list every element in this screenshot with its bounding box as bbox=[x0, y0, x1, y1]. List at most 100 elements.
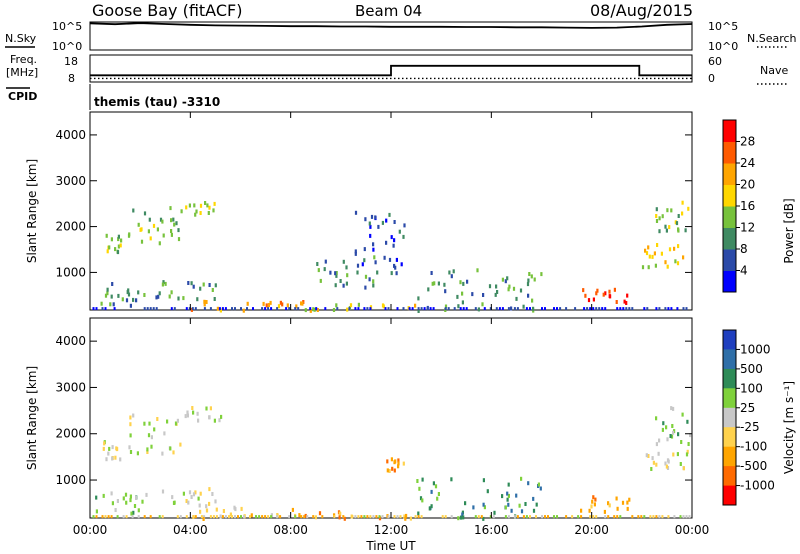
velocity-echo-cell bbox=[172, 450, 175, 455]
power-echo-cell bbox=[507, 307, 510, 311]
power-echo-cell bbox=[193, 203, 196, 208]
power-echo-cell bbox=[319, 278, 322, 283]
power-echo-cell bbox=[623, 299, 626, 304]
velocity-echo-cell bbox=[229, 512, 232, 517]
velocity-echo-cell bbox=[437, 492, 440, 496]
power-echo-cell bbox=[587, 298, 591, 303]
velocity-echo-cell bbox=[461, 512, 464, 517]
velocity-echo-cell bbox=[565, 515, 568, 519]
velocity-echo-cell bbox=[613, 515, 616, 519]
velocity-echo-cell bbox=[477, 515, 480, 519]
velocity-echo-cell bbox=[626, 506, 629, 511]
power-echo-cell bbox=[525, 307, 528, 311]
power-echo-cell bbox=[208, 205, 211, 210]
velocity-echo-cell bbox=[397, 461, 400, 466]
power-echo-cell bbox=[221, 307, 224, 311]
velocity-echo-cell bbox=[672, 406, 675, 411]
velocity-echo-cell bbox=[102, 493, 105, 498]
power-echo-cell bbox=[335, 303, 338, 308]
power-echo-cell bbox=[175, 221, 178, 226]
power-echo-cell bbox=[489, 307, 492, 311]
velocity-echo-cell bbox=[243, 515, 245, 519]
velocity-echo-cell bbox=[504, 515, 507, 519]
power-echo-cell bbox=[152, 223, 156, 228]
velocity-echo-cell bbox=[686, 419, 689, 424]
power-echo-cell bbox=[453, 307, 456, 311]
power-echo-cell bbox=[392, 243, 395, 248]
power-echo-cell bbox=[170, 290, 173, 295]
velocity-echo-cell bbox=[686, 449, 689, 454]
velocity-echo-cell bbox=[105, 457, 108, 462]
power-echo-cell bbox=[140, 227, 143, 232]
power-echo-cell bbox=[203, 299, 206, 304]
velocity-echo-cell bbox=[688, 515, 691, 519]
power-echo-cell bbox=[664, 307, 667, 311]
velocity-echo-cell bbox=[507, 493, 510, 498]
velocity-echo-cell bbox=[616, 515, 619, 519]
power-colorbar-segment bbox=[723, 120, 736, 142]
power-echo-cell bbox=[616, 307, 619, 311]
power-echo-cell bbox=[474, 307, 477, 311]
velocity-echo-cell bbox=[391, 466, 394, 471]
power-echo-cell bbox=[385, 218, 388, 223]
power-echo-cell bbox=[483, 307, 486, 311]
power-echo-cell bbox=[393, 238, 396, 243]
power-echo-cell bbox=[354, 251, 357, 256]
nsky-line bbox=[89, 22, 693, 29]
power-echo-cell bbox=[354, 210, 358, 215]
power-echo-cell bbox=[300, 301, 303, 306]
velocity-echo-cell bbox=[166, 419, 169, 424]
velocity-echo-cell bbox=[432, 481, 435, 486]
power-echo-cell bbox=[356, 263, 360, 268]
velocity-echo-cell bbox=[360, 515, 363, 519]
noise-tick-top-left: 10^5 bbox=[52, 20, 82, 33]
velocity-echo-cell bbox=[133, 504, 137, 508]
nsearch-label: N.Search bbox=[747, 32, 797, 45]
velocity-echo-cell bbox=[188, 490, 192, 495]
velocity-echo-cell bbox=[607, 501, 610, 506]
velocity-echo-cell bbox=[111, 456, 114, 461]
power-echo-cell bbox=[372, 242, 375, 247]
velocity-echo-cell bbox=[218, 418, 221, 423]
power-echo-cell bbox=[205, 300, 208, 304]
power-echo-cell bbox=[457, 304, 460, 309]
velocity-echo-cell bbox=[156, 417, 159, 421]
power-echo-cell bbox=[417, 309, 420, 313]
velocity-echo-cell bbox=[209, 406, 212, 411]
velocity-echo-cell bbox=[450, 477, 453, 482]
power-echo-cell bbox=[522, 304, 525, 309]
power-colorbar-tick-label: 8 bbox=[740, 242, 748, 256]
velocity-echo-cell bbox=[404, 516, 407, 521]
power-echo-cell bbox=[601, 307, 604, 311]
power-echo-cell bbox=[317, 268, 320, 273]
power-echo-cell bbox=[661, 214, 664, 219]
power-echo-cell bbox=[565, 307, 568, 311]
velocity-echo-cell bbox=[158, 515, 161, 519]
power-colorbar-tick-label: 20 bbox=[740, 178, 755, 192]
power-echo-cell bbox=[408, 307, 411, 311]
power-echo-cell bbox=[604, 307, 607, 311]
nave-label: Nave bbox=[760, 64, 788, 77]
velocity-echo-cell bbox=[129, 422, 132, 427]
velocity-echo-cell bbox=[116, 447, 119, 452]
power-echo-cell bbox=[381, 303, 385, 308]
power-echo-cell bbox=[128, 232, 131, 237]
velocity-echo-cell bbox=[658, 515, 661, 519]
velocity-echo-cell bbox=[492, 515, 495, 519]
power-echo-cell bbox=[304, 308, 307, 313]
velocity-echo-cell bbox=[418, 486, 421, 491]
power-echo-cell bbox=[586, 307, 589, 311]
power-echo-cell bbox=[357, 307, 360, 311]
velocity-echo-cell bbox=[125, 515, 128, 519]
velocity-echo-cell bbox=[197, 496, 200, 501]
nsky-label: N.Sky bbox=[5, 32, 37, 45]
velocity-echo-cell bbox=[535, 502, 538, 507]
power-echo-cell bbox=[584, 293, 587, 298]
power-echo-cell bbox=[146, 307, 149, 311]
velocity-echo-cell bbox=[304, 513, 307, 518]
power-echo-cell bbox=[494, 292, 497, 297]
power-echo-cell bbox=[111, 282, 114, 286]
power-echo-cell bbox=[583, 307, 586, 311]
power-echo-cell bbox=[528, 272, 531, 276]
power-echo-cell bbox=[456, 294, 459, 299]
